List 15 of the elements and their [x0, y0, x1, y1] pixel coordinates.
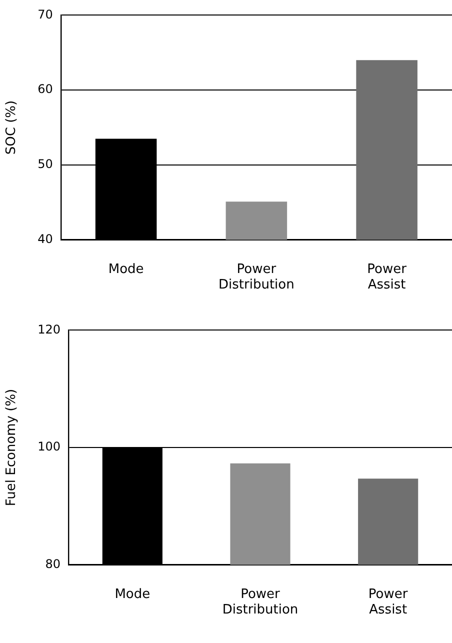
- y-axis-title: Fuel Economy (%): [4, 388, 20, 506]
- y-tick-label: 60: [38, 82, 53, 96]
- x-tick-label: Mode: [108, 262, 144, 277]
- y-axis-title: SOC (%): [4, 100, 20, 155]
- y-tick-label: 40: [38, 232, 53, 246]
- x-tick-label: Mode: [114, 586, 150, 602]
- x-tick-label: Power Distribution: [218, 262, 294, 293]
- x-tick-label: Power Assist: [367, 262, 408, 293]
- y-tick-label: 50: [38, 157, 53, 172]
- y-tick-label: 70: [38, 7, 53, 22]
- x-tick-label: Power Assist: [368, 586, 408, 618]
- y-tick-label: 80: [45, 556, 61, 571]
- x-tick-label: Power Distribution: [222, 586, 298, 618]
- y-tick-label: 120: [38, 322, 61, 336]
- y-tick-label: 100: [38, 440, 61, 454]
